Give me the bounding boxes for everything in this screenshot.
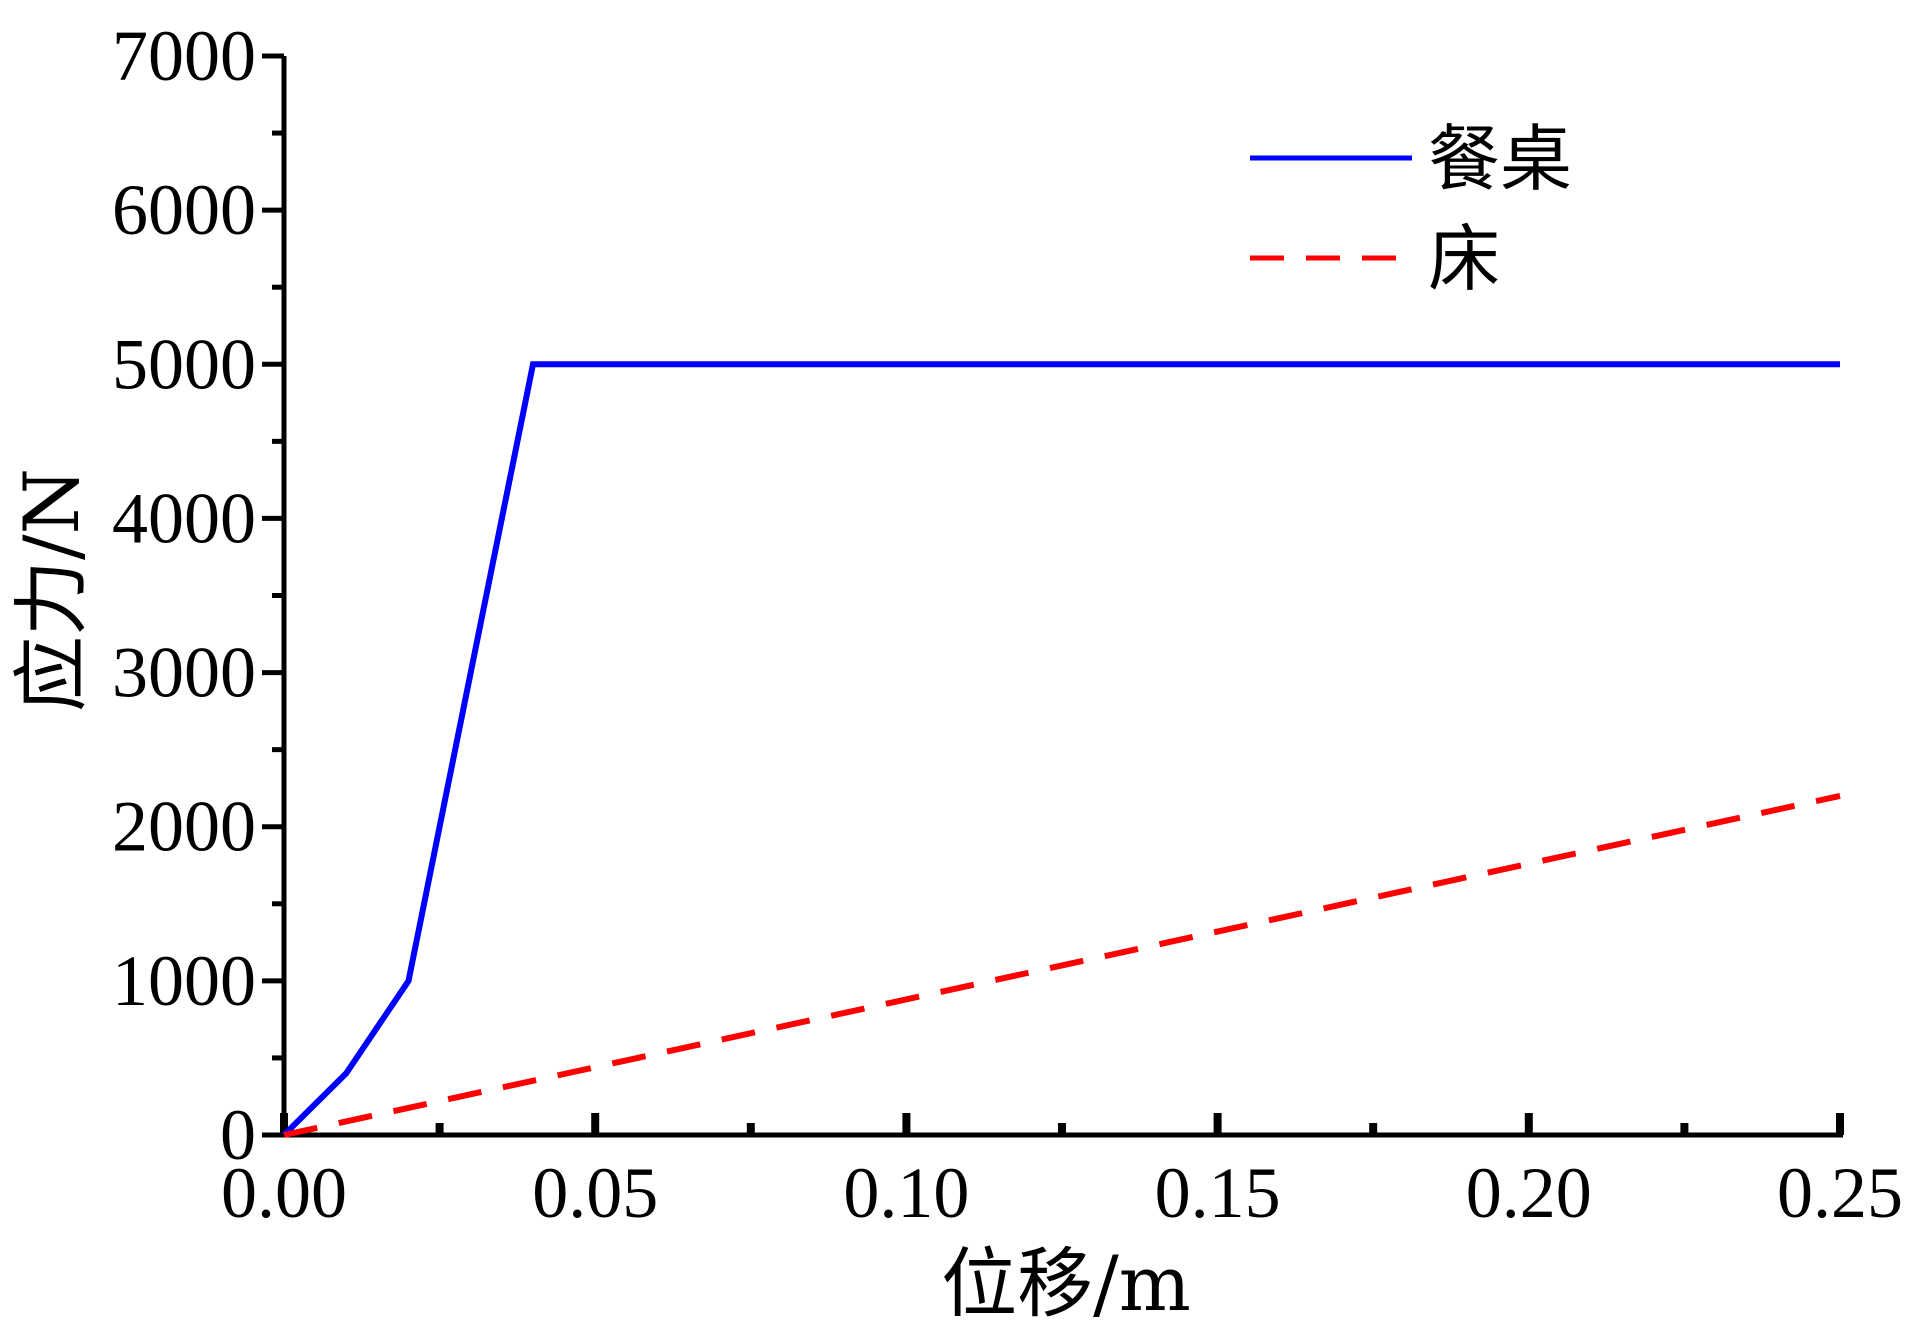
y-tick-label: 6000: [112, 170, 256, 250]
x-tick-label: 0.10: [843, 1153, 969, 1233]
legend: 餐桌床: [1250, 117, 1572, 301]
y-tick-label: 3000: [112, 633, 256, 713]
y-axis-title: 应力/N: [7, 468, 96, 712]
y-tick-label: 1000: [112, 941, 256, 1021]
y-tick-label: 4000: [112, 478, 256, 558]
legend-label-1: 餐桌: [1428, 117, 1572, 201]
x-tick-label: 0.20: [1466, 1153, 1592, 1233]
series-line-1: [281, 361, 1840, 1138]
y-tick-label: 7000: [112, 16, 256, 96]
series-line-2: [283, 792, 1841, 1138]
x-tick-label: 0.05: [532, 1153, 658, 1233]
x-axis-title: 位移/m: [941, 1239, 1191, 1328]
ticks: [262, 53, 1844, 1138]
y-tick-label: 0: [220, 1095, 256, 1175]
x-tick-label: 0.25: [1777, 1153, 1903, 1233]
x-tick-label: 0.15: [1155, 1153, 1281, 1233]
tick-labels: 0 1000 2000 3000 4000 5000 6000 7000 0.00 0.05 0.1…: [112, 16, 1903, 1233]
y-tick-label: 5000: [112, 324, 256, 404]
y-tick-label: 2000: [112, 787, 256, 867]
axes: [281, 56, 1843, 1138]
legend-label-2: 床: [1428, 217, 1500, 301]
plot-lines: [281, 361, 1841, 1138]
x-tick-label: 0.00: [221, 1153, 347, 1233]
